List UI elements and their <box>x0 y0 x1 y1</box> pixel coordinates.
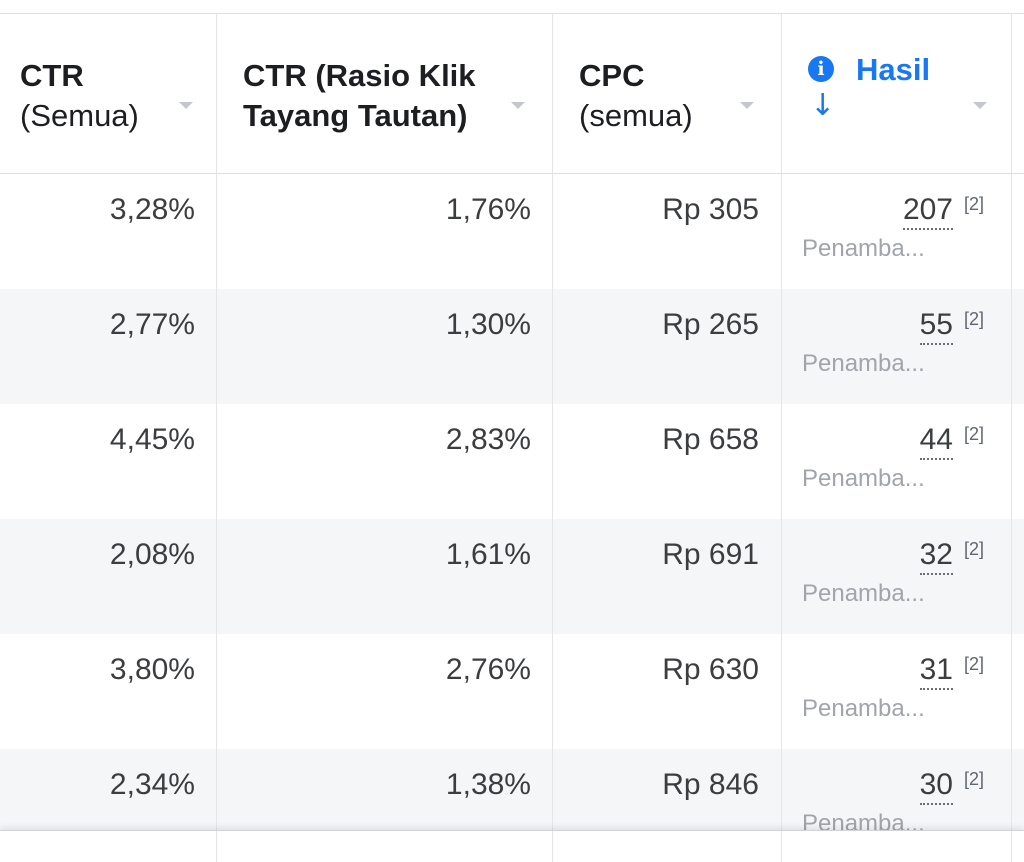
results-type-label: Penamba... <box>802 580 925 607</box>
column-header-results[interactable]: i Hasil ↓ <box>782 14 1012 173</box>
results-type-label: Penamba... <box>802 465 925 492</box>
results-footnote: [2] <box>964 539 985 559</box>
results-type-label: Penamba... <box>802 235 925 262</box>
table-header: CTR (Semua) CTR (Rasio Klik Tayang Tauta… <box>0 14 1024 174</box>
cell-results: 31 [2] Penamba... <box>782 634 1012 749</box>
cell-ctr-link: 2,83% <box>217 404 553 519</box>
ctr-all-value: 3,80% <box>109 653 195 686</box>
column-header-label: CPC (semua) <box>579 56 693 136</box>
table-row[interactable]: 2,77% 1,30% Rp 265 55 [2] Penamba... <box>0 289 1024 404</box>
cell-ctr-link: 1,61% <box>217 519 553 634</box>
ctr-link-value: 1,38% <box>445 768 531 801</box>
cell-cpc: Rp 305 <box>553 174 782 289</box>
ctr-all-value: 2,34% <box>109 768 195 801</box>
arrow-down-icon[interactable]: ↓ <box>810 88 836 123</box>
results-value[interactable]: 30 <box>919 767 953 805</box>
ctr-all-value: 3,28% <box>109 193 195 226</box>
sort-caret-icon[interactable] <box>179 102 193 109</box>
cell-ctr-all: 3,80% <box>0 634 217 749</box>
cell-results: 207 [2] Penamba... <box>782 174 1012 289</box>
info-icon[interactable]: i <box>808 56 834 82</box>
column-header-ctr-link[interactable]: CTR (Rasio Klik Tayang Tautan) <box>217 14 553 173</box>
column-header-overflow <box>1012 14 1024 173</box>
cell-results: 32 [2] Penamba... <box>782 519 1012 634</box>
cpc-value: Rp 630 <box>662 653 759 686</box>
cell-ctr-all: 3,28% <box>0 174 217 289</box>
cell-ctr-all: 2,77% <box>0 289 217 404</box>
ctr-all-value: 2,77% <box>109 308 195 341</box>
ctr-link-value: 2,83% <box>445 423 531 456</box>
results-value[interactable]: 207 <box>902 192 953 230</box>
cell-ctr-all: 2,34% <box>0 749 217 862</box>
cell-overflow <box>1012 519 1024 634</box>
column-header-line1: CTR <box>20 58 84 93</box>
ctr-link-value: 1,61% <box>445 538 531 571</box>
cell-ctr-link: 1,30% <box>217 289 553 404</box>
cell-cpc: Rp 630 <box>553 634 782 749</box>
cell-results: 44 [2] Penamba... <box>782 404 1012 519</box>
cpc-value: Rp 846 <box>662 768 759 801</box>
footer-cell <box>782 831 1012 862</box>
cell-cpc: Rp 658 <box>553 404 782 519</box>
cpc-value: Rp 265 <box>662 308 759 341</box>
results-value[interactable]: 32 <box>919 537 953 575</box>
cell-ctr-link: 2,76% <box>217 634 553 749</box>
results-type-label: Penamba... <box>802 695 925 722</box>
results-footnote: [2] <box>964 194 985 214</box>
cell-cpc: Rp 265 <box>553 289 782 404</box>
cell-ctr-all: 2,08% <box>0 519 217 634</box>
results-value[interactable]: 55 <box>919 307 953 345</box>
cell-overflow <box>1012 289 1024 404</box>
cpc-value: Rp 305 <box>662 193 759 226</box>
ctr-link-value: 1,76% <box>445 193 531 226</box>
ctr-link-value: 2,76% <box>445 653 531 686</box>
column-header-label: CTR (Rasio Klik Tayang Tautan) <box>243 56 476 136</box>
top-divider <box>0 13 1024 14</box>
column-header-line2: Tayang Tautan) <box>243 98 468 133</box>
cpc-value: Rp 658 <box>662 423 759 456</box>
results-header-label: Hasil <box>856 52 931 87</box>
column-header-ctr-all[interactable]: CTR (Semua) <box>0 14 217 173</box>
column-header-line2: (Semua) <box>20 98 139 133</box>
table-body: 3,28% 1,76% Rp 305 207 [2] Penamba... 2,… <box>0 174 1024 862</box>
table-row[interactable]: 3,28% 1,76% Rp 305 207 [2] Penamba... <box>0 174 1024 289</box>
results-footnote: [2] <box>964 309 985 329</box>
sort-caret-icon[interactable] <box>973 102 987 109</box>
column-header-cpc[interactable]: CPC (semua) <box>553 14 782 173</box>
cell-cpc: Rp 691 <box>553 519 782 634</box>
cell-ctr-all: 4,45% <box>0 404 217 519</box>
results-value[interactable]: 44 <box>919 422 953 460</box>
cell-ctr-link: 1,38% <box>217 749 553 862</box>
column-header-line1: CPC <box>579 58 645 93</box>
column-header-line2: (semua) <box>579 98 693 133</box>
cell-cpc: Rp 846 <box>553 749 782 862</box>
table-row[interactable]: 2,08% 1,61% Rp 691 32 [2] Penamba... <box>0 519 1024 634</box>
footer-cell <box>553 831 782 862</box>
ctr-link-value: 1,30% <box>445 308 531 341</box>
ctr-all-value: 2,08% <box>109 538 195 571</box>
cell-ctr-link: 1,76% <box>217 174 553 289</box>
table-footer-edge <box>0 830 1024 862</box>
results-footnote: [2] <box>964 769 985 789</box>
results-type-label: Penamba... <box>802 350 925 377</box>
ctr-all-value: 4,45% <box>109 423 195 456</box>
cell-overflow <box>1012 174 1024 289</box>
cell-overflow <box>1012 634 1024 749</box>
cpc-value: Rp 691 <box>662 538 759 571</box>
column-header-line1: CTR (Rasio Klik <box>243 58 476 93</box>
results-value[interactable]: 31 <box>919 652 953 690</box>
results-footnote: [2] <box>964 424 985 444</box>
footer-cell <box>217 831 553 862</box>
column-header-label: CTR (Semua) <box>20 56 139 136</box>
table-row[interactable]: 3,80% 2,76% Rp 630 31 [2] Penamba... <box>0 634 1024 749</box>
sort-caret-icon[interactable] <box>511 102 525 109</box>
table-row[interactable]: 4,45% 2,83% Rp 658 44 [2] Penamba... <box>0 404 1024 519</box>
footer-cell <box>0 831 217 862</box>
results-footnote: [2] <box>964 654 985 674</box>
sort-caret-icon[interactable] <box>740 102 754 109</box>
cell-results: 55 [2] Penamba... <box>782 289 1012 404</box>
cell-overflow <box>1012 404 1024 519</box>
